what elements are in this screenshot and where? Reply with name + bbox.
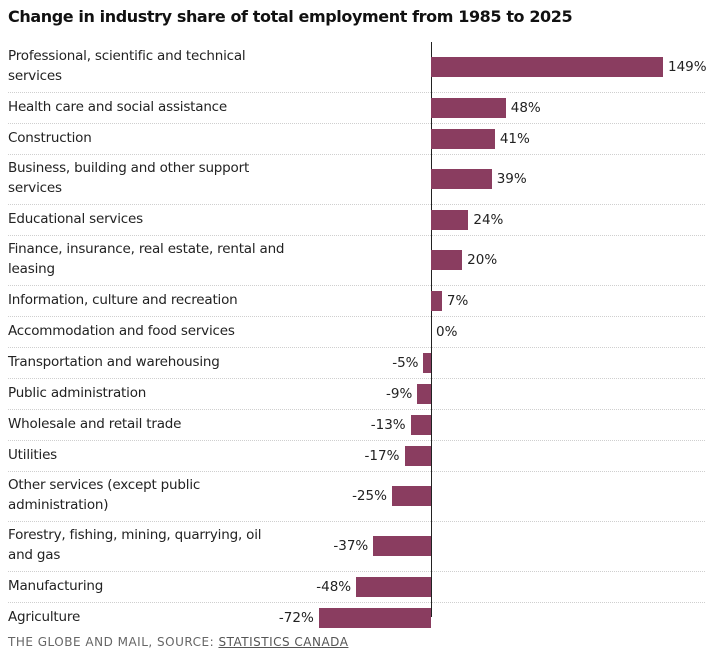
data-label: 149% (668, 59, 707, 75)
row-separator (8, 378, 705, 379)
data-label: 0% (436, 323, 458, 340)
category-label: Construction (8, 129, 92, 146)
data-label: -48% (316, 578, 352, 595)
category-label: Utilities (8, 446, 58, 463)
source-link[interactable]: STATISTICS CANADA (218, 635, 349, 649)
category-label: Educational services (8, 210, 143, 227)
zero-axis-line (431, 42, 432, 617)
data-label: -9% (385, 385, 413, 402)
category-label: Other services (except public administrat… (8, 477, 201, 513)
row-separator (8, 154, 705, 155)
data-label: -25% (352, 488, 387, 504)
row-separator (8, 92, 705, 93)
data-label: -17% (364, 447, 400, 464)
bar (431, 209, 469, 230)
row-separator (8, 316, 705, 317)
bar (373, 536, 431, 556)
bar (318, 607, 431, 628)
footer-credit: THE GLOBE AND MAIL, SOURCE: STATISTICS C… (8, 635, 348, 649)
category-label: Information, culture and recreation (8, 291, 238, 308)
data-label: 7% (446, 292, 469, 309)
row-separator (8, 285, 705, 286)
data-label: -72% (278, 609, 314, 626)
bar (431, 250, 463, 270)
category-label: Accommodation and food services (8, 322, 235, 339)
category-label: Transportation and warehousing (8, 353, 220, 370)
data-label: 24% (473, 211, 504, 228)
data-label: -37% (333, 538, 369, 554)
category-label: Manufacturing (8, 577, 104, 594)
row-separator (8, 123, 705, 124)
bar (431, 97, 506, 118)
bar (404, 445, 431, 466)
chart-title: Change in industry share of total employ… (8, 7, 573, 26)
bar (431, 169, 492, 189)
row-separator (8, 235, 705, 236)
bar (431, 57, 663, 77)
row-separator (8, 602, 705, 603)
row-separator (8, 204, 705, 205)
data-label: -13% (370, 416, 406, 433)
row-separator (8, 347, 705, 348)
bar (356, 576, 431, 597)
data-label: 20% (467, 252, 498, 268)
bar (431, 128, 495, 149)
row-separator (8, 471, 705, 472)
category-label: Agriculture (8, 608, 81, 625)
category-label: Public administration (8, 384, 147, 401)
category-label: Wholesale and retail trade (8, 415, 182, 432)
row-separator (8, 521, 705, 522)
category-label: Professional, scientific and technical se… (8, 48, 246, 84)
data-label: 41% (499, 130, 530, 147)
bar (431, 290, 442, 311)
category-label: Business, building and other support serv… (8, 160, 250, 196)
row-separator (8, 571, 705, 572)
row-separator (8, 440, 705, 441)
data-label: 48% (510, 99, 541, 116)
bar (392, 486, 431, 506)
bar (423, 352, 431, 373)
credit-text: THE GLOBE AND MAIL, SOURCE: (8, 635, 219, 649)
bar (416, 383, 431, 404)
category-label: Health care and social assistance (8, 98, 228, 115)
data-label: 39% (496, 171, 527, 187)
category-label: Finance, insurance, real estate, rental … (8, 241, 285, 277)
data-label: -5% (392, 354, 419, 371)
bar (410, 414, 431, 435)
row-separator (8, 409, 705, 410)
category-label: Forestry, fishing, mining, quarrying, oi… (8, 527, 262, 563)
